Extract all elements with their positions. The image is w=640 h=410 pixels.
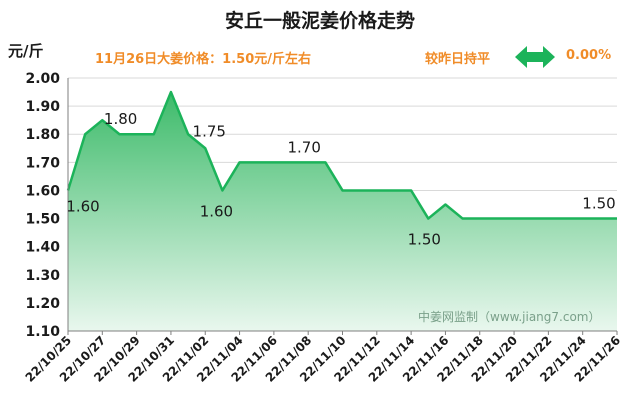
data-label: 1.50 bbox=[582, 195, 615, 213]
area-layer bbox=[66, 90, 617, 331]
y-tick-label: 1.90 bbox=[25, 99, 60, 115]
x-tick-labels: 22/10/2522/10/2722/10/2922/10/3122/11/02… bbox=[23, 333, 624, 385]
price-line bbox=[66, 90, 617, 220]
watermark: 中姜网监制（www.jiang7.com） bbox=[418, 310, 601, 324]
y-axis-unit: 元/斤 bbox=[8, 42, 44, 60]
data-label: 1.80 bbox=[104, 110, 137, 128]
y-tick-label: 1.80 bbox=[25, 127, 60, 143]
price-area bbox=[68, 92, 617, 331]
y-tick-label: 1.20 bbox=[25, 296, 60, 312]
data-label: 1.50 bbox=[408, 231, 441, 249]
y-tick-label: 1.70 bbox=[25, 155, 60, 171]
y-tick-label: 1.30 bbox=[25, 268, 60, 284]
data-label: 1.75 bbox=[193, 122, 226, 140]
data-label: 1.70 bbox=[287, 138, 320, 156]
y-tick-labels: 1.10 1.20 1.30 1.40 1.50 1.60 1.70 1.80 1.90 2.00 bbox=[25, 71, 60, 340]
y-tick-label: 1.10 bbox=[25, 324, 60, 340]
data-labels: 1.60 1.80 1.75 1.60 1.70 1.50 1.50 bbox=[66, 110, 615, 248]
data-label: 1.60 bbox=[200, 202, 233, 220]
data-label: 1.60 bbox=[66, 197, 99, 215]
y-tick-label: 1.60 bbox=[25, 183, 60, 199]
change-percent: 0.00% bbox=[566, 48, 612, 63]
chart-title: 安丘一般泥姜价格走势 bbox=[224, 10, 415, 32]
price-note: 11月26日大姜价格：1.50元/斤左右 bbox=[95, 52, 312, 67]
left-right-arrow-icon bbox=[515, 46, 555, 68]
y-tick-label: 2.00 bbox=[25, 71, 60, 87]
y-tick-label: 1.50 bbox=[25, 212, 60, 228]
compare-text: 较昨日持平 bbox=[425, 52, 491, 67]
y-tick-label: 1.40 bbox=[25, 240, 60, 256]
axes bbox=[67, 78, 618, 335]
